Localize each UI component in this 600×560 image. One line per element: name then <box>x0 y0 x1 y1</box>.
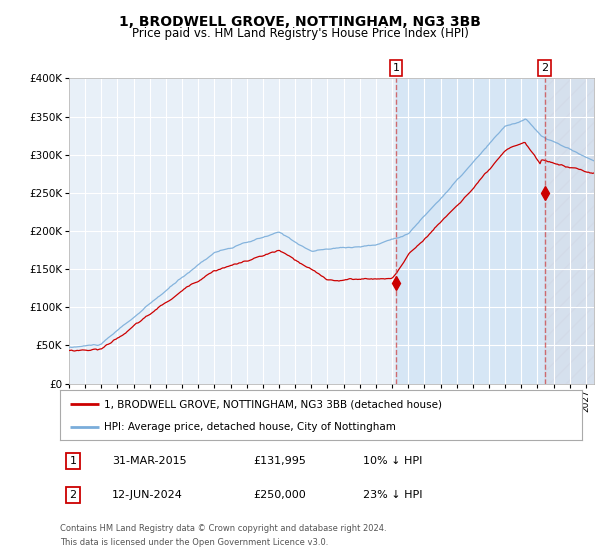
Text: 1, BRODWELL GROVE, NOTTINGHAM, NG3 3BB (detached house): 1, BRODWELL GROVE, NOTTINGHAM, NG3 3BB (… <box>104 399 442 409</box>
Text: 31-MAR-2015: 31-MAR-2015 <box>112 456 187 466</box>
Text: This data is licensed under the Open Government Licence v3.0.: This data is licensed under the Open Gov… <box>60 538 328 547</box>
Text: HPI: Average price, detached house, City of Nottingham: HPI: Average price, detached house, City… <box>104 422 396 432</box>
Text: 10% ↓ HPI: 10% ↓ HPI <box>363 456 422 466</box>
Bar <box>545 78 594 384</box>
Text: 12-JUN-2024: 12-JUN-2024 <box>112 491 183 500</box>
Bar <box>396 78 545 384</box>
Text: 1, BRODWELL GROVE, NOTTINGHAM, NG3 3BB: 1, BRODWELL GROVE, NOTTINGHAM, NG3 3BB <box>119 15 481 29</box>
Text: Contains HM Land Registry data © Crown copyright and database right 2024.: Contains HM Land Registry data © Crown c… <box>60 524 386 533</box>
Text: Price paid vs. HM Land Registry's House Price Index (HPI): Price paid vs. HM Land Registry's House … <box>131 27 469 40</box>
Text: 1: 1 <box>70 456 77 466</box>
Text: 2: 2 <box>541 63 548 73</box>
Text: 2: 2 <box>70 491 77 500</box>
Text: 1: 1 <box>392 63 400 73</box>
Bar <box>545 78 594 384</box>
Text: £250,000: £250,000 <box>253 491 306 500</box>
Text: £131,995: £131,995 <box>253 456 306 466</box>
Text: 23% ↓ HPI: 23% ↓ HPI <box>363 491 422 500</box>
